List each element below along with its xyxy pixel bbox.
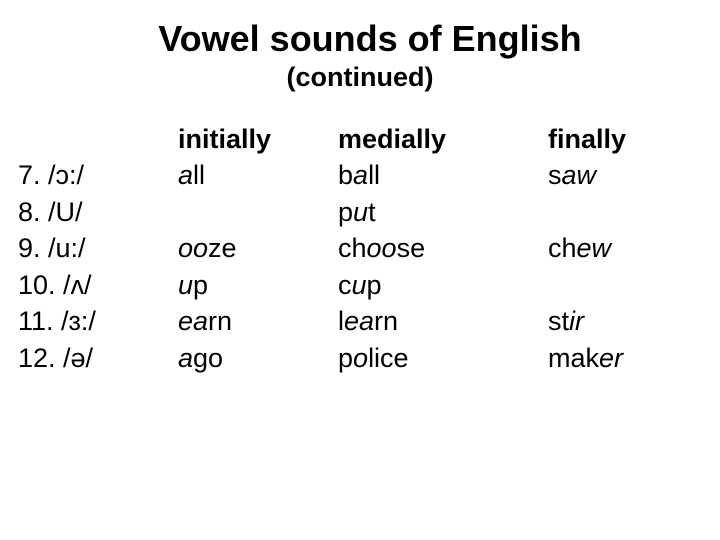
word-part: ch xyxy=(548,233,577,263)
word-part: p xyxy=(338,197,353,227)
header-finally: finally xyxy=(548,121,698,157)
row-medially: police xyxy=(338,340,548,376)
word-highlight: ew xyxy=(577,233,612,263)
word-highlight: u xyxy=(178,270,193,300)
word-part: se xyxy=(397,233,426,263)
word-highlight: a xyxy=(178,343,193,373)
word-part: ch xyxy=(338,233,367,263)
word-highlight: aw xyxy=(562,160,597,190)
word-part: p xyxy=(338,343,353,373)
word-part: ll xyxy=(193,160,205,190)
row-label: 12. /ə/ xyxy=(18,340,178,376)
word-part: ll xyxy=(368,160,380,190)
word-highlight: oo xyxy=(178,233,208,263)
row-label: 10. /ʌ/ xyxy=(18,267,178,303)
word-part: st xyxy=(548,306,569,336)
row-finally: maker xyxy=(548,340,698,376)
row-initially: up xyxy=(178,267,338,303)
word-part: rn xyxy=(208,306,232,336)
row-label: 9. /u:/ xyxy=(18,230,178,266)
word-highlight: ea xyxy=(344,306,374,336)
row-finally: chew xyxy=(548,230,698,266)
word-part: t xyxy=(368,197,376,227)
header-initially: initially xyxy=(178,121,338,157)
row-medially: learn xyxy=(338,303,548,339)
word-highlight: a xyxy=(353,160,368,190)
row-medially: cup xyxy=(338,267,548,303)
row-label: 11. /ɜ:/ xyxy=(18,303,178,339)
page-title: Vowel sounds of English xyxy=(0,18,720,60)
row-finally: stir xyxy=(548,303,698,339)
row-finally xyxy=(548,267,698,303)
page-subtitle: (continued) xyxy=(0,62,720,93)
word-part: p xyxy=(367,270,382,300)
row-initially: all xyxy=(178,157,338,193)
header-medially: medially xyxy=(338,121,548,157)
word-part: mak xyxy=(548,343,599,373)
row-medially: choose xyxy=(338,230,548,266)
word-highlight: oo xyxy=(367,233,397,263)
row-label: 8. /U/ xyxy=(18,194,178,230)
word-part: b xyxy=(338,160,353,190)
word-highlight: ea xyxy=(178,306,208,336)
row-finally: saw xyxy=(548,157,698,193)
header-blank xyxy=(18,121,178,157)
word-highlight: er xyxy=(599,343,623,373)
row-initially: ooze xyxy=(178,230,338,266)
word-part: ze xyxy=(208,233,237,263)
row-initially: ago xyxy=(178,340,338,376)
word-part: c xyxy=(338,270,352,300)
row-initially xyxy=(178,194,338,230)
row-medially: put xyxy=(338,194,548,230)
word-highlight: u xyxy=(352,270,367,300)
row-medially: ball xyxy=(338,157,548,193)
vowel-table: initially medially finally 7. /ɔ:/ all b… xyxy=(18,121,720,376)
word-part: s xyxy=(548,160,562,190)
row-finally xyxy=(548,194,698,230)
word-highlight: ir xyxy=(569,306,584,336)
word-highlight: a xyxy=(178,160,193,190)
word-part: lice xyxy=(368,343,409,373)
word-highlight: o xyxy=(353,343,368,373)
row-label: 7. /ɔ:/ xyxy=(18,157,178,193)
row-initially: earn xyxy=(178,303,338,339)
word-part: p xyxy=(193,270,208,300)
word-highlight: u xyxy=(353,197,368,227)
word-part: go xyxy=(193,343,223,373)
word-part: rn xyxy=(374,306,398,336)
slide: Vowel sounds of English (continued) init… xyxy=(0,0,720,540)
